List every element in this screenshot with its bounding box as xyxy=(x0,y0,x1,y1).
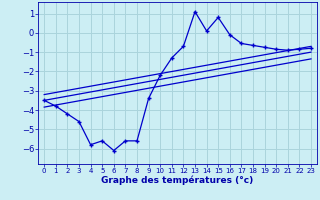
X-axis label: Graphe des températures (°c): Graphe des températures (°c) xyxy=(101,176,254,185)
